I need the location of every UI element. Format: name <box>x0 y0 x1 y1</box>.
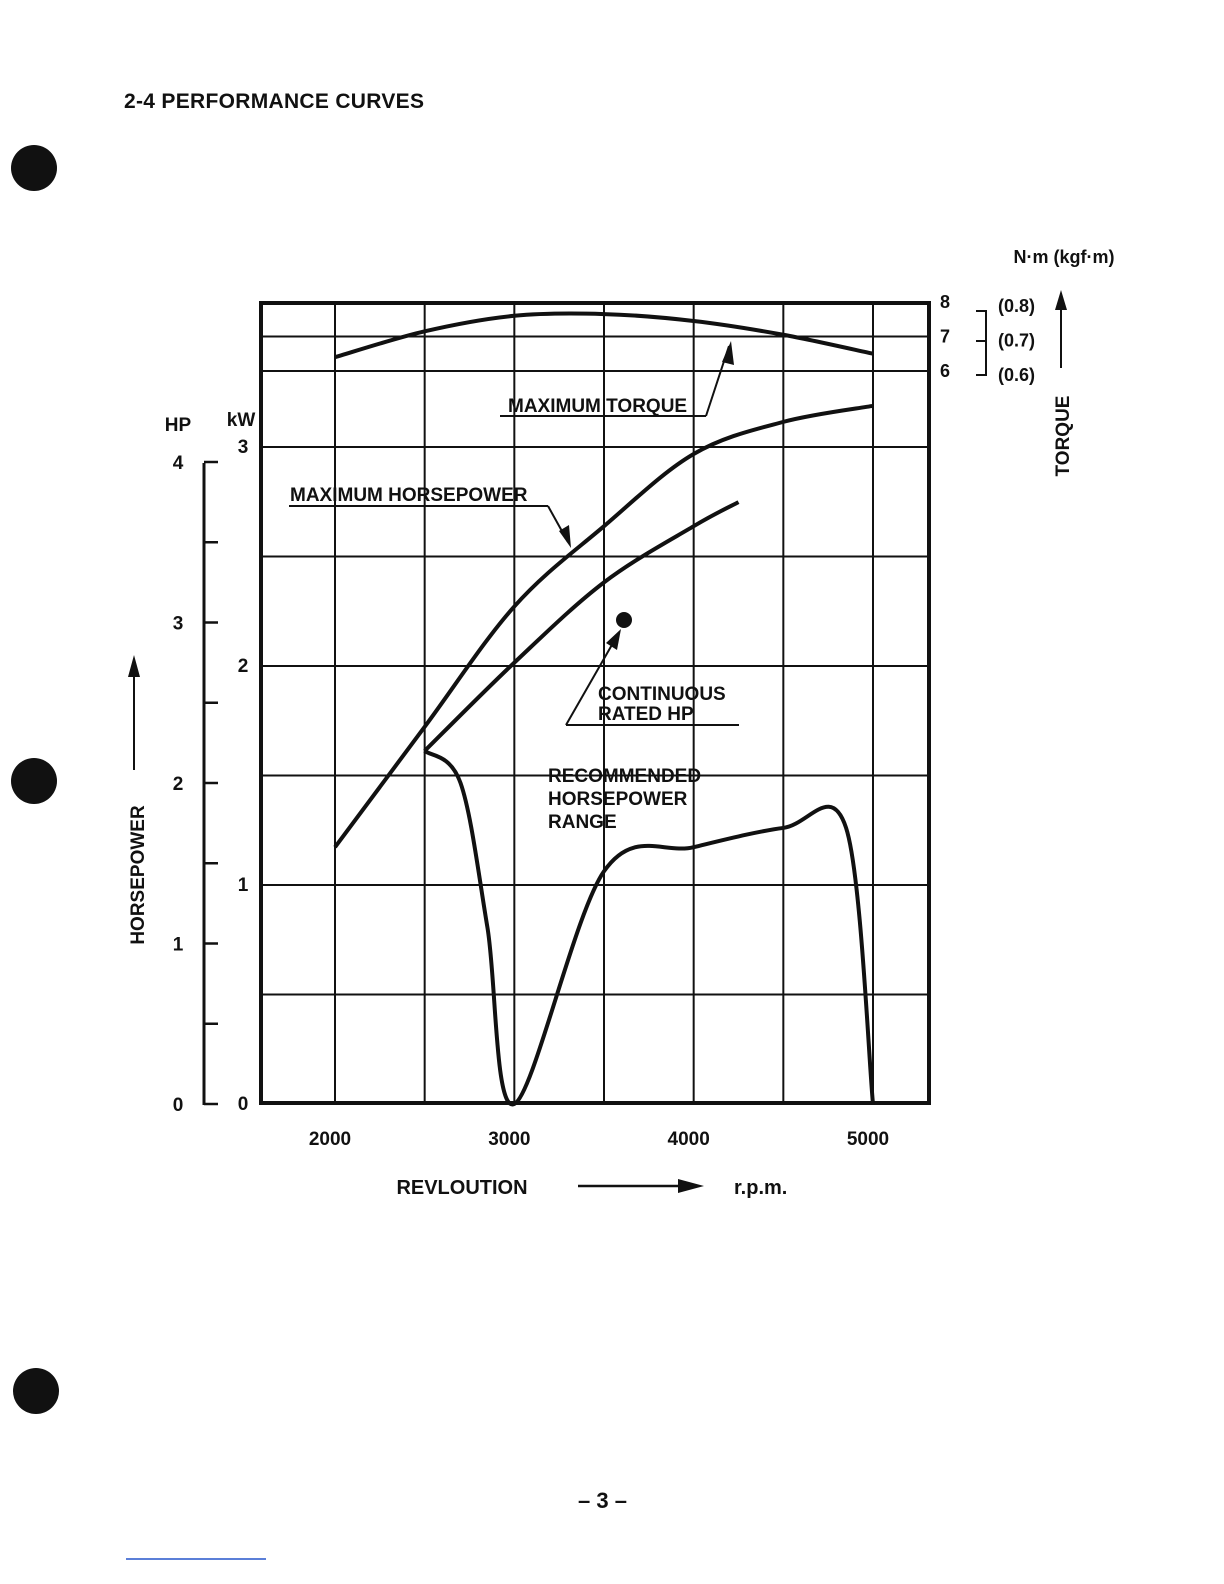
max-torque-curve <box>334 311 874 360</box>
torque-bracket <box>976 310 987 376</box>
hp-unit-label: HP <box>165 415 192 436</box>
grid <box>263 305 927 1101</box>
plot-frame <box>259 301 931 1105</box>
continuous-rated-hp-curve <box>423 500 740 753</box>
hp-tick-label: 1 <box>173 935 184 956</box>
x-tick-label: 5000 <box>847 1129 889 1150</box>
annotation-max-torque-label: MAXIMUM TORQUE <box>508 396 687 417</box>
annotation-continuous-label: CONTINUOUS <box>598 684 726 705</box>
hp-tick-label: 2 <box>173 774 184 795</box>
max-horsepower-curve <box>333 403 874 849</box>
page-number: – 3 – <box>578 1488 627 1513</box>
arrowhead-icon <box>722 341 734 365</box>
hp-axis: 0 1 2 3 4 HP HORSEPOWER <box>128 415 218 1116</box>
annotation-continuous-rated-hp: CONTINUOUS RATED HP <box>565 612 739 726</box>
curves <box>333 311 875 1107</box>
torque-axis-title: TORQUE <box>1053 396 1074 477</box>
annotation-recommended-label: RECOMMENDED <box>548 766 701 787</box>
arrowhead-icon <box>606 629 621 650</box>
annotation-recommended-range: RECOMMENDED HORSEPOWER RANGE <box>548 766 701 833</box>
up-arrow-icon <box>1055 290 1067 310</box>
x-tick-label: 2000 <box>309 1129 351 1150</box>
kw-tick-label: 0 <box>238 1094 249 1115</box>
x-tick-label: 4000 <box>668 1129 710 1150</box>
x-axis: 2000 3000 4000 5000 REVLOUTION r.p.m. <box>309 1129 889 1199</box>
torque-unit-label: N·m (kgf·m) <box>1014 247 1115 267</box>
kw-axis: 0 1 2 3 kW <box>227 410 256 1115</box>
hp-tick-label: 0 <box>173 1095 184 1116</box>
torque-kgfm-tick-label: (0.8) <box>998 296 1035 316</box>
arrowhead-icon <box>559 525 571 548</box>
x-axis-title: REVLOUTION <box>396 1177 527 1199</box>
kw-tick-label: 3 <box>238 437 249 458</box>
binder-hole-icon <box>11 758 57 804</box>
annotation-max-torque: MAXIMUM TORQUE <box>500 341 734 417</box>
recommended-range-curve <box>423 749 875 1107</box>
torque-tick-label: 6 <box>940 361 950 381</box>
annotation-rated-hp-label: RATED HP <box>598 704 694 725</box>
annotation-max-hp-label: MAXIMUM HORSEPOWER <box>290 485 528 506</box>
hp-axis-title: HORSEPOWER <box>128 805 149 945</box>
annotation-max-hp: MAXIMUM HORSEPOWER <box>289 485 571 548</box>
rating-point-marker <box>616 612 632 628</box>
torque-kgfm-tick-label: (0.7) <box>998 331 1035 351</box>
torque-kgfm-tick-label: (0.6) <box>998 365 1035 385</box>
kw-tick-label: 2 <box>238 656 249 677</box>
torque-tick-label: 7 <box>940 327 950 347</box>
up-arrow-icon <box>128 655 140 677</box>
section-title: 2-4 PERFORMANCE CURVES <box>124 90 425 113</box>
hp-tick-label: 3 <box>173 614 184 635</box>
annotation-range-label: RANGE <box>548 812 617 833</box>
kw-unit-label: kW <box>227 410 256 431</box>
hp-tick-label: 4 <box>173 453 184 474</box>
x-tick-label: 3000 <box>488 1129 530 1150</box>
binder-hole-icon <box>11 145 57 191</box>
right-arrow-icon <box>678 1179 704 1193</box>
leader-line <box>565 635 618 726</box>
x-axis-unit: r.p.m. <box>734 1177 787 1199</box>
footer-rule <box>126 1558 266 1560</box>
binder-hole-icon <box>13 1368 59 1414</box>
torque-axis: 6 (0.6) 7 (0.7) 8 (0.8) N·m (kgf·m) TORQUE <box>940 247 1115 476</box>
kw-tick-label: 1 <box>238 875 249 896</box>
torque-tick-label: 8 <box>940 292 950 312</box>
annotation-horsepower-label: HORSEPOWER <box>548 789 688 810</box>
